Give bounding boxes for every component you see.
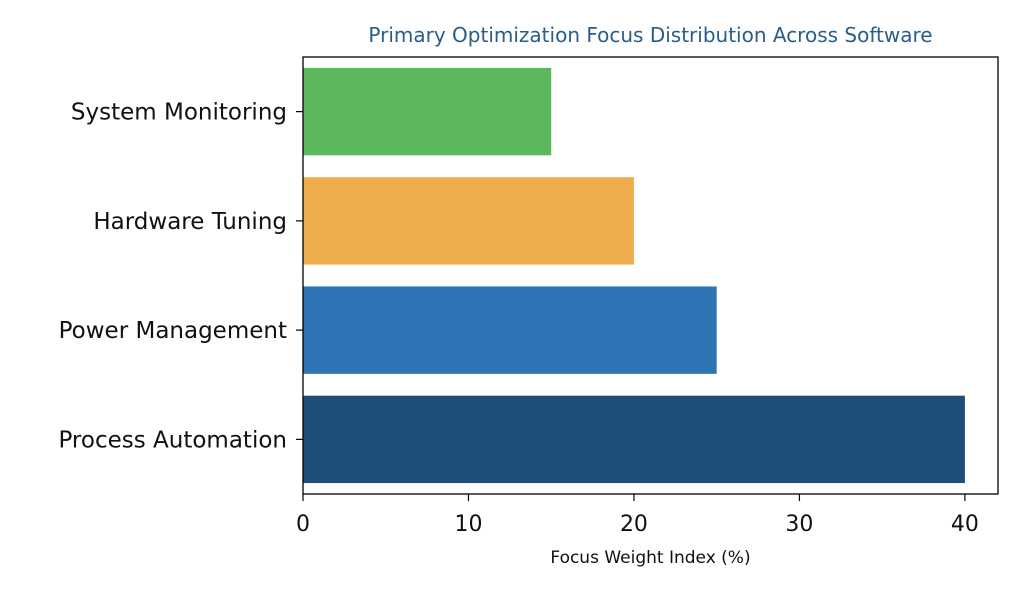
x-axis: 0 10 20 30 40 xyxy=(296,494,979,537)
bar-process-automation xyxy=(303,395,965,484)
bars-group xyxy=(303,67,965,484)
y-tick-label-hardware-tuning: Hardware Tuning xyxy=(93,209,287,235)
bar-hardware-tuning xyxy=(303,177,634,265)
x-tick-label: 10 xyxy=(454,512,482,537)
x-tick-label: 20 xyxy=(620,512,648,537)
y-axis: Process Automation Power Management Hardwa… xyxy=(58,100,303,453)
x-tick-label: 40 xyxy=(951,512,979,537)
chart-title: Primary Optimization Focus Distribution … xyxy=(368,23,932,47)
plot-frame xyxy=(302,56,999,495)
y-tick-label-power-management: Power Management xyxy=(59,318,287,344)
x-tick-label: 0 xyxy=(296,512,310,537)
bar-system-monitoring xyxy=(303,67,552,156)
y-tick-label-process-automation: Process Automation xyxy=(58,427,287,453)
x-axis-label: Focus Weight Index (%) xyxy=(550,548,750,568)
y-tick-label-system-monitoring: System Monitoring xyxy=(71,100,287,126)
x-tick-label: 30 xyxy=(785,512,813,537)
bar-power-management xyxy=(303,286,717,374)
